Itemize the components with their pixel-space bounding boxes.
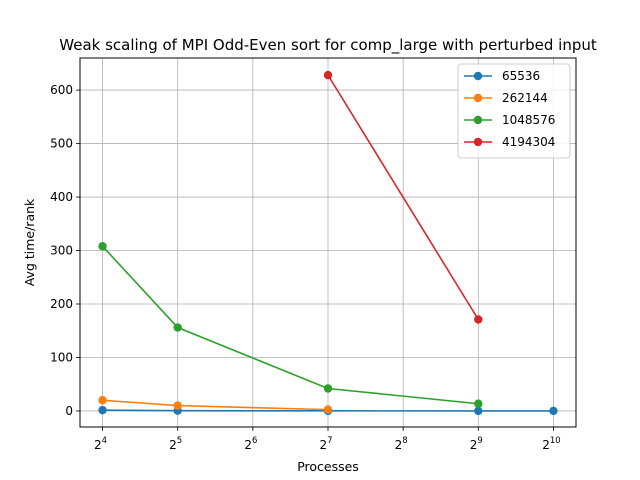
x-tick-label: 29 [470,436,483,452]
x-tick-base: 2 [169,438,177,452]
y-tick-label: 100 [50,350,73,364]
x-tick-exponent: 9 [477,436,482,446]
x-tick-label: 28 [395,436,408,452]
legend-label: 4194304 [502,135,555,149]
y-tick-label: 300 [50,244,73,258]
x-tick-base: 2 [94,438,102,452]
y-tick-label: 200 [50,297,73,311]
x-tick-base: 2 [395,438,403,452]
x-tick-exponent: 5 [177,436,182,446]
legend-label: 1048576 [502,113,555,127]
data-point-1048576 [474,399,483,408]
x-tick-exponent: 7 [327,436,332,446]
x-tick-exponent: 6 [252,436,257,446]
chart-title: Weak scaling of MPI Odd-Even sort for co… [59,36,597,55]
x-tick-base: 2 [244,438,252,452]
y-tick-label: 400 [50,190,73,204]
data-point-4194304 [323,70,333,80]
legend-swatch-marker [473,71,483,81]
data-point-262144 [323,405,333,414]
x-tick-exponent: 4 [102,436,107,446]
data-point-65536 [474,406,483,416]
x-tick-exponent: 10 [550,436,561,446]
x-tick-exponent: 8 [402,436,407,446]
y-tick-label: 600 [50,83,73,97]
x-tick-label: 24 [94,436,107,452]
series-lines [98,70,558,416]
data-point-1048576 [173,323,182,332]
y-axis-label: Avg time/rank [22,198,37,286]
x-axis-ticks: 24 25 26 27 28 29 210 [94,427,561,452]
data-point-1048576 [323,384,333,393]
legend-swatch-marker [473,115,483,125]
legend-label: 65536 [502,69,540,83]
data-point-4194304 [474,315,483,324]
x-tick-label: 26 [244,436,257,452]
series-line-4194304 [327,74,479,320]
x-tick-base: 2 [470,438,478,452]
data-point-262144 [173,401,182,410]
x-tick-label: 25 [169,436,182,452]
data-point-262144 [98,396,107,405]
x-tick-base: 2 [319,438,327,452]
series-line-1048576 [101,245,479,405]
x-tick-label: 210 [542,436,560,452]
legend-swatch-marker [473,93,483,103]
x-tick-base: 2 [542,438,550,452]
y-tick-label: 0 [65,404,73,418]
x-tick-label: 27 [319,436,332,452]
legend: 65536 262144 1048576 4194304 [457,63,571,159]
legend-box [457,63,571,159]
x-axis-label: Processes [297,459,359,474]
data-point-65536 [549,406,558,416]
legend-label: 262144 [502,91,548,105]
data-point-1048576 [98,242,107,251]
y-tick-label: 500 [50,137,73,151]
y-axis-ticks: 0 100 200 300 400 500 600 [50,83,80,418]
legend-swatch-marker [473,137,483,147]
data-point-65536 [98,405,107,415]
